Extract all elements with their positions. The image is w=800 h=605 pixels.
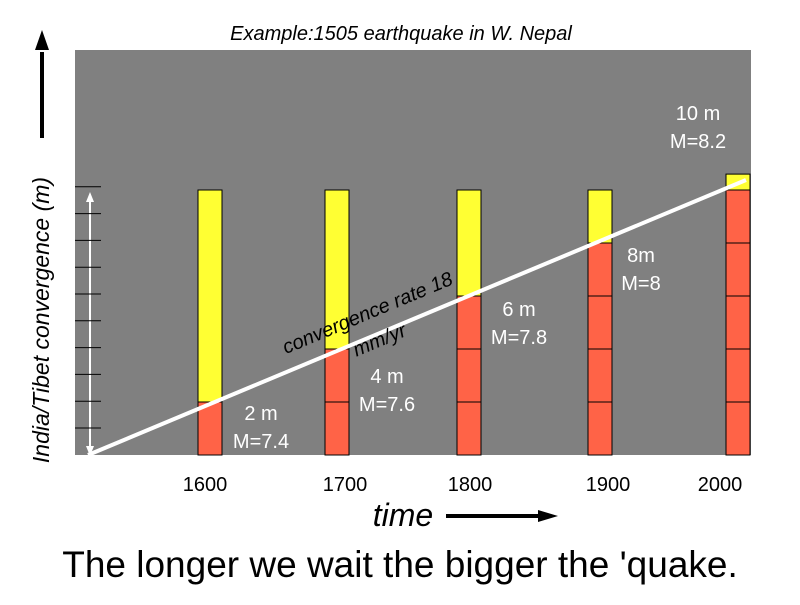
chart-title: Example:1505 earthquake in W. Nepal bbox=[230, 23, 572, 45]
bar-released-1700 bbox=[324, 348, 350, 403]
bar-accumulated-1800 bbox=[456, 189, 482, 297]
slip-label: 2 m bbox=[244, 403, 277, 425]
bar-released-1900 bbox=[587, 242, 613, 297]
bar-released-1800 bbox=[456, 295, 482, 350]
slip-label: 4 m bbox=[370, 366, 403, 388]
bar-released-1900 bbox=[587, 348, 613, 403]
magnitude-label: M=7.8 bbox=[491, 327, 547, 349]
magnitude-label: M=8 bbox=[621, 273, 660, 295]
y-axis-arrow-head bbox=[35, 30, 49, 50]
slip-labels: 2 m M=7.4 4 m M=7.6 6 m M=7.8 8m M=8 10 m M=8.2 bbox=[233, 103, 726, 453]
slip-label: 8m bbox=[627, 245, 655, 267]
bar-released-1800 bbox=[456, 348, 482, 403]
magnitude-label: M=8.2 bbox=[670, 131, 726, 153]
caption: The longer we wait the bigger the 'quake… bbox=[62, 544, 738, 585]
x-tick-label: 1800 bbox=[448, 474, 493, 496]
convergence-arrow-bottom bbox=[86, 446, 94, 456]
plot-area bbox=[75, 50, 751, 455]
bar-released-2000 bbox=[725, 348, 751, 403]
magnitude-label: M=7.4 bbox=[233, 431, 289, 453]
x-tick-labels: 1600 1700 1800 1900 2000 bbox=[183, 474, 743, 496]
convergence-rate-line bbox=[87, 178, 747, 457]
bar-released-1600 bbox=[197, 401, 223, 456]
x-tick-label: 2000 bbox=[698, 474, 743, 496]
y-axis-ticks bbox=[75, 186, 101, 429]
bar-released-1900 bbox=[587, 401, 613, 456]
y-axis-label: India/Tibet convergence (m) bbox=[28, 177, 54, 463]
x-tick-label: 1700 bbox=[323, 474, 368, 496]
x-tick-label: 1900 bbox=[586, 474, 631, 496]
x-axis-arrow-head bbox=[538, 510, 558, 522]
bar-accumulated-1600 bbox=[197, 189, 223, 403]
bar-released-2000 bbox=[725, 242, 751, 297]
slip-label: 10 m bbox=[676, 103, 720, 125]
bar-accumulated-1700 bbox=[324, 189, 350, 350]
bar-accumulated-1900 bbox=[587, 189, 613, 244]
x-axis-label: time bbox=[373, 497, 433, 533]
bar-released-1700 bbox=[324, 401, 350, 456]
bar-released-1900 bbox=[587, 295, 613, 350]
bars bbox=[197, 173, 751, 456]
magnitude-label: M=7.6 bbox=[359, 394, 415, 416]
bar-released-2000 bbox=[725, 401, 751, 456]
x-tick-label: 1600 bbox=[183, 474, 228, 496]
convergence-arrow-top bbox=[86, 192, 94, 202]
bar-released-2000 bbox=[725, 295, 751, 350]
bar-released-2000 bbox=[725, 189, 751, 244]
slip-label: 6 m bbox=[502, 299, 535, 321]
bar-released-1800 bbox=[456, 401, 482, 456]
